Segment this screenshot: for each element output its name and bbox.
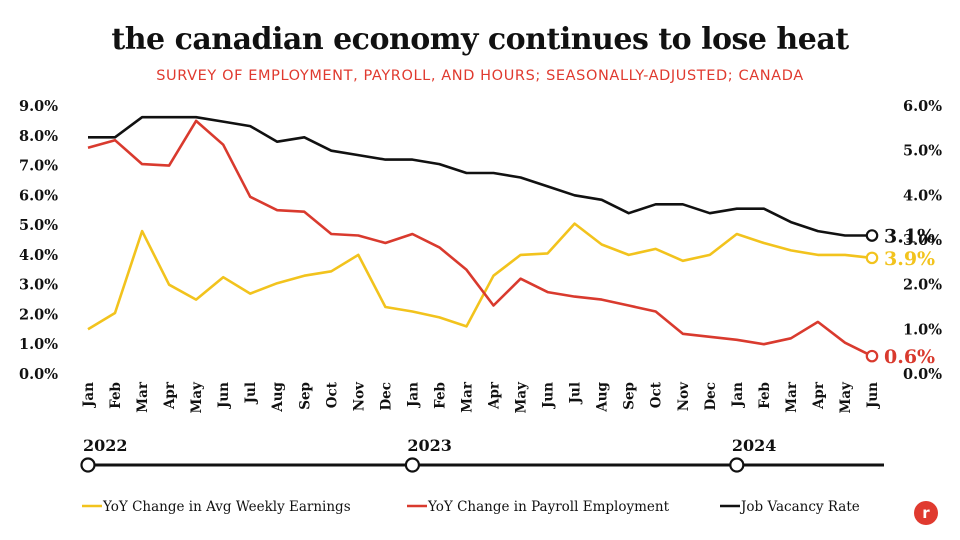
series-end-marker	[865, 251, 879, 265]
legend-label: Job Vacancy Rate	[739, 499, 860, 515]
x-tick-label: Jan	[405, 382, 421, 408]
y-right-tick-label: 3.0%	[903, 232, 942, 249]
x-tick-label: May	[838, 381, 854, 414]
x-tick-label: Nov	[676, 381, 692, 411]
x-tick-label: Aug	[595, 381, 611, 412]
x-tick-label: Dec	[378, 382, 394, 411]
x-tick-label: Mar	[459, 381, 475, 413]
x-tick-label: Jun	[216, 382, 232, 409]
y-right-tick-label: 2.0%	[903, 277, 942, 294]
legend-label: YoY Change in Payroll Employment	[427, 499, 670, 515]
x-tick-label: Jul	[568, 382, 584, 404]
x-tick-label: Jan	[81, 382, 97, 408]
x-tick-label: Mar	[135, 381, 151, 413]
y-right-tick-label: 6.0%	[903, 98, 942, 115]
x-tick-label: Apr	[162, 381, 178, 410]
x-tick-label: Mar	[784, 381, 800, 413]
timeline-year-marker	[80, 457, 96, 473]
y-left-tick-label: 5.0%	[19, 217, 58, 234]
series-line	[88, 115, 872, 237]
series-end-label: 3.9%	[884, 248, 935, 270]
series-end-marker	[865, 349, 879, 363]
x-tick-label: Nov	[351, 381, 367, 411]
y-left-tick-label: 1.0%	[19, 336, 58, 353]
timeline-year-marker	[404, 457, 421, 473]
x-tick-label: Jan	[730, 382, 746, 408]
series-end-label: 0.6%	[884, 346, 935, 368]
y-right-tick-label: 4.0%	[903, 187, 942, 204]
x-tick-label: May	[514, 381, 530, 414]
y-right-tick-label: 5.0%	[903, 143, 942, 160]
brand-logo-icon: r	[914, 501, 938, 525]
series-line	[87, 222, 873, 331]
timeline-year-label: 2022	[83, 436, 128, 455]
y-left-tick-label: 6.0%	[19, 187, 58, 204]
y-left-tick-label: 3.0%	[19, 277, 58, 294]
x-tick-label: Sep	[622, 382, 638, 410]
timeline-year-label: 2023	[407, 436, 452, 455]
x-tick-label: Feb	[432, 382, 448, 409]
series-line	[87, 119, 873, 358]
x-tick-label: Apr	[487, 381, 503, 410]
y-right-tick-label: 0.0%	[903, 366, 942, 383]
x-tick-label: Oct	[649, 381, 665, 408]
x-tick-label: Dec	[703, 382, 719, 411]
legend-label: YoY Change in Avg Weekly Earnings	[102, 499, 351, 515]
chart-subtitle: SURVEY OF EMPLOYMENT, PAYROLL, AND HOURS…	[156, 68, 804, 84]
y-left-tick-label: 0.0%	[19, 366, 58, 383]
y-left-tick-label: 8.0%	[19, 128, 58, 145]
x-tick-label: Aug	[270, 381, 286, 412]
y-left-tick-label: 4.0%	[19, 247, 58, 264]
x-tick-label: Sep	[297, 382, 313, 410]
timeline-year-marker	[729, 457, 745, 473]
x-tick-label: Jun	[865, 382, 881, 409]
y-left-tick-label: 2.0%	[19, 306, 58, 323]
x-tick-label: Feb	[757, 382, 773, 409]
x-tick-label: May	[189, 381, 205, 414]
y-left-tick-label: 9.0%	[19, 98, 58, 115]
x-tick-label: Oct	[324, 381, 340, 408]
timeline-year-label: 2024	[732, 436, 777, 455]
series-end-label: 3.1%	[884, 226, 935, 248]
y-right-tick-label: 1.0%	[903, 321, 942, 338]
y-left-tick-label: 7.0%	[19, 158, 58, 175]
x-tick-label: Jun	[541, 382, 557, 409]
series-end-marker	[865, 229, 879, 242]
x-tick-label: Jul	[243, 382, 259, 404]
x-tick-label: Feb	[108, 382, 124, 409]
x-tick-label: Apr	[811, 381, 827, 410]
chart-title: the canadian economy continues to lose h…	[111, 22, 849, 57]
